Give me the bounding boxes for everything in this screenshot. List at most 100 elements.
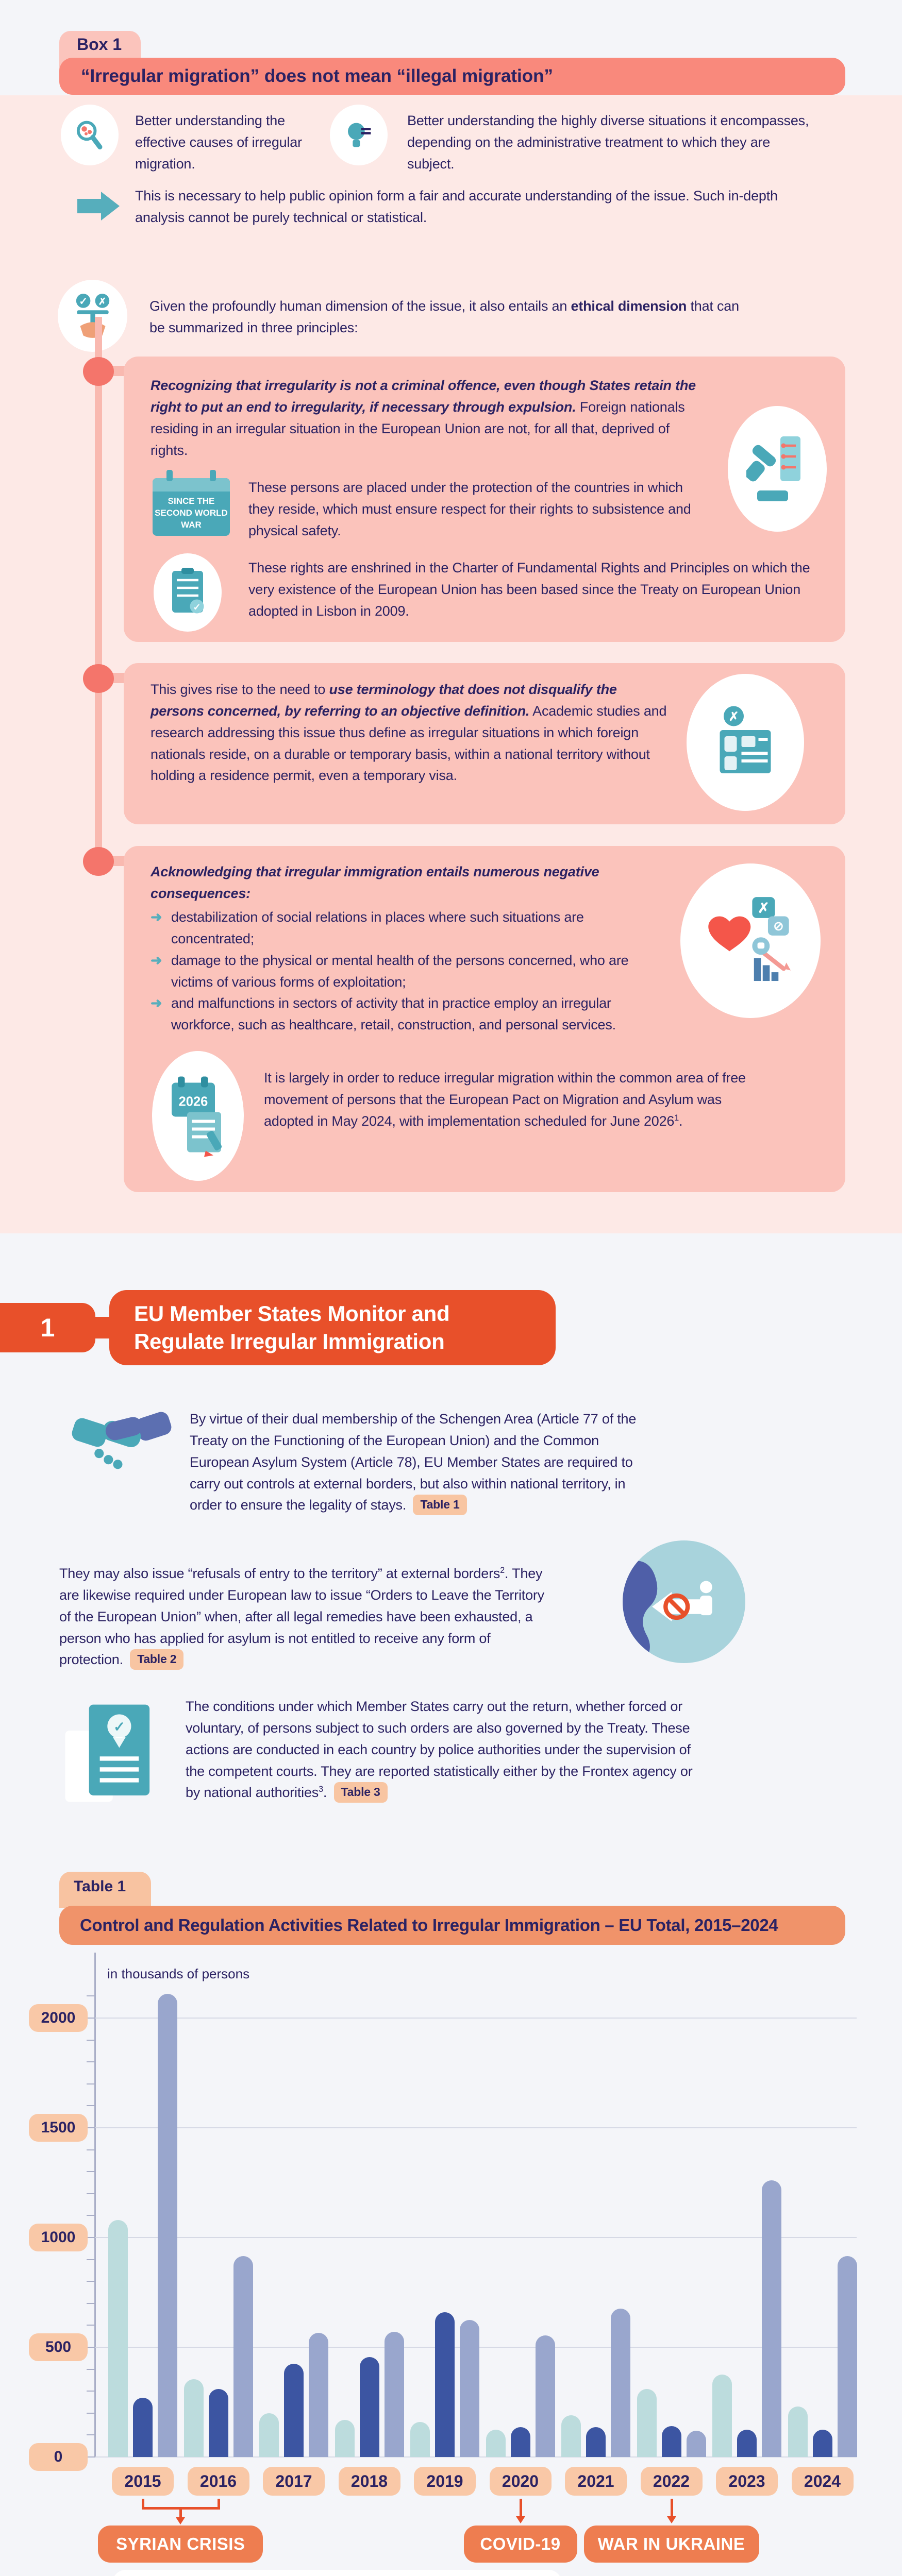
chart1-tick	[87, 2259, 94, 2260]
calendar-header	[153, 478, 230, 492]
chart1-gridline	[95, 2237, 857, 2238]
return-certificate-icon: ✓	[65, 1704, 150, 1802]
chart1-ytick-label: 0	[29, 2443, 88, 2471]
chart1-bar-2017	[284, 2364, 304, 2457]
section1-par1: By virtue of their dual membership of th…	[190, 1409, 643, 1516]
section1-number: 1	[40, 1313, 55, 1342]
svg-text:✗: ✗	[758, 900, 770, 916]
timeline-dot	[83, 847, 114, 876]
timeline-dot	[83, 357, 114, 386]
principle2-text: This gives rise to the need to use termi…	[151, 682, 667, 784]
chart1-tick	[87, 2061, 94, 2063]
annotation-arrow-head	[666, 2516, 676, 2523]
chart1-year-label: 2019	[414, 2467, 476, 2496]
chart1-bar-2020	[510, 2427, 530, 2457]
principle1-lead: Recognizing that irregularity is not a c…	[151, 378, 696, 458]
consequence-item: and malfunctions in sectors of activity …	[151, 993, 650, 1036]
chart1-ytick-label: 1500	[29, 2114, 88, 2142]
chart1-bar-2020	[535, 2335, 555, 2457]
chart1-year-label: 2017	[263, 2467, 325, 2496]
annotation-arrow-line	[670, 2499, 673, 2516]
chart1-bar-2016	[233, 2256, 253, 2457]
balance-scale-icon: ✓ ✗	[76, 294, 109, 338]
chart1-tick	[87, 2412, 94, 2414]
pact-calendar-circle: 2026	[152, 1051, 244, 1181]
chart1-tick	[87, 2302, 94, 2304]
svg-text:⊘: ⊘	[773, 920, 783, 934]
bullet-situations-text: Better understanding the highly diverse …	[407, 113, 809, 172]
chart1-bar-2021	[561, 2415, 581, 2457]
since-ww2-calendar-icon: SINCE THE SECOND WORLD WAR	[153, 470, 230, 536]
chart1-bar-2022	[686, 2431, 706, 2457]
arrow-note-text: This is necessary to help public opinion…	[135, 188, 778, 225]
chart1-bar-2020	[486, 2430, 506, 2457]
box1-title-bar: “Irregular migration” does not mean “ill…	[59, 58, 845, 95]
chart1-bar-2018	[335, 2420, 355, 2457]
chart1-gridline	[95, 2127, 857, 2128]
svg-text:✓: ✓	[113, 1719, 125, 1735]
gavel-checklist-icon	[746, 436, 800, 501]
consequences-list: destabilization of social relations in p…	[151, 907, 650, 1036]
refusal-map-icon	[623, 1540, 745, 1663]
chart1-legend-box	[112, 2570, 562, 2576]
chart1-bar-2015	[158, 1994, 177, 2457]
table1-title: Control and Regulation Activities Relate…	[80, 1916, 778, 1935]
annotation-bracket	[217, 2499, 220, 2508]
chart1-bar-2018	[359, 2357, 379, 2457]
chart1-tick	[87, 2171, 94, 2173]
chart1-gridline	[95, 2347, 857, 2348]
chart1-tick	[87, 2193, 94, 2194]
svg-text:2026: 2026	[179, 1095, 208, 1109]
section1-number-tab: 1	[0, 1303, 95, 1352]
annotation-bracket	[142, 2507, 220, 2510]
residence-permit-icon: ✗	[720, 706, 771, 773]
table1-tab: Table 1	[59, 1872, 151, 1908]
chart1-tick	[84, 2456, 95, 2458]
chart1-tick	[87, 2149, 94, 2150]
chart1-bar-2017	[259, 2413, 279, 2457]
chart1-bar-2024	[788, 2406, 808, 2457]
chart1-gridline	[95, 2018, 857, 2019]
annotation-arrow-head	[176, 2517, 186, 2524]
chart1-bar-2017	[309, 2333, 328, 2457]
magnifier-icon	[76, 121, 103, 149]
consequence-item: destabilization of social relations in p…	[151, 907, 650, 950]
principle1-sub2-text: These rights are enshrined in the Charte…	[248, 560, 810, 619]
situations-icon-circle	[330, 105, 388, 165]
idcard-icon-circle: ✗	[687, 674, 804, 811]
timeline-dot	[83, 664, 114, 693]
section1-title-line1: EU Member States Monitor and	[134, 1301, 450, 1326]
chart1-tick	[87, 2105, 94, 2107]
svg-text:✓: ✓	[193, 602, 201, 613]
chart1-gridline	[95, 2456, 857, 2458]
box1-title: “Irregular migration” does not mean “ill…	[81, 66, 553, 86]
chart1-bar-2015	[133, 2398, 153, 2457]
annotation-arrow-line	[179, 2508, 182, 2517]
bullet-causes-text: Better understanding the effective cause…	[135, 113, 302, 172]
chart1-bar-2022	[661, 2426, 681, 2457]
event-badge: WAR IN UKRAINE	[583, 2526, 759, 2563]
section1-par2: They may also issue “refusals of entry t…	[59, 1563, 554, 1671]
chart1-bar-2023	[762, 2180, 781, 2457]
section1-title-line2: Regulate Irregular Immigration	[134, 1329, 445, 1353]
chart1-tick	[84, 2018, 95, 2019]
annotation-bracket	[142, 2499, 144, 2508]
arrow-icon	[77, 192, 122, 221]
chart1-bar-2024	[837, 2256, 857, 2457]
ethics-intro-text: Given the profoundly human dimension of …	[149, 298, 739, 335]
chart1-ylabel: in thousands of persons	[107, 1966, 250, 1981]
charter-document-icon: ✓	[172, 568, 204, 614]
chart1-year-label: 2015	[112, 2467, 174, 2496]
calendar-text: SINCE THE SECOND WORLD WAR	[155, 496, 228, 530]
svg-text:✗: ✗	[728, 710, 739, 724]
handshake-icon	[72, 1412, 172, 1469]
chart1-bar-2019	[460, 2320, 479, 2457]
charter-icon-circle: ✓	[154, 553, 222, 632]
principle1-sub1-text: These persons are placed under the prote…	[248, 480, 691, 538]
chart1-ytick-label: 500	[29, 2333, 88, 2361]
chart1-bar-2021	[611, 2309, 630, 2457]
chart1-tick	[87, 2215, 94, 2216]
chart1-year-label: 2020	[489, 2467, 552, 2496]
chart1-tick	[87, 2083, 94, 2084]
